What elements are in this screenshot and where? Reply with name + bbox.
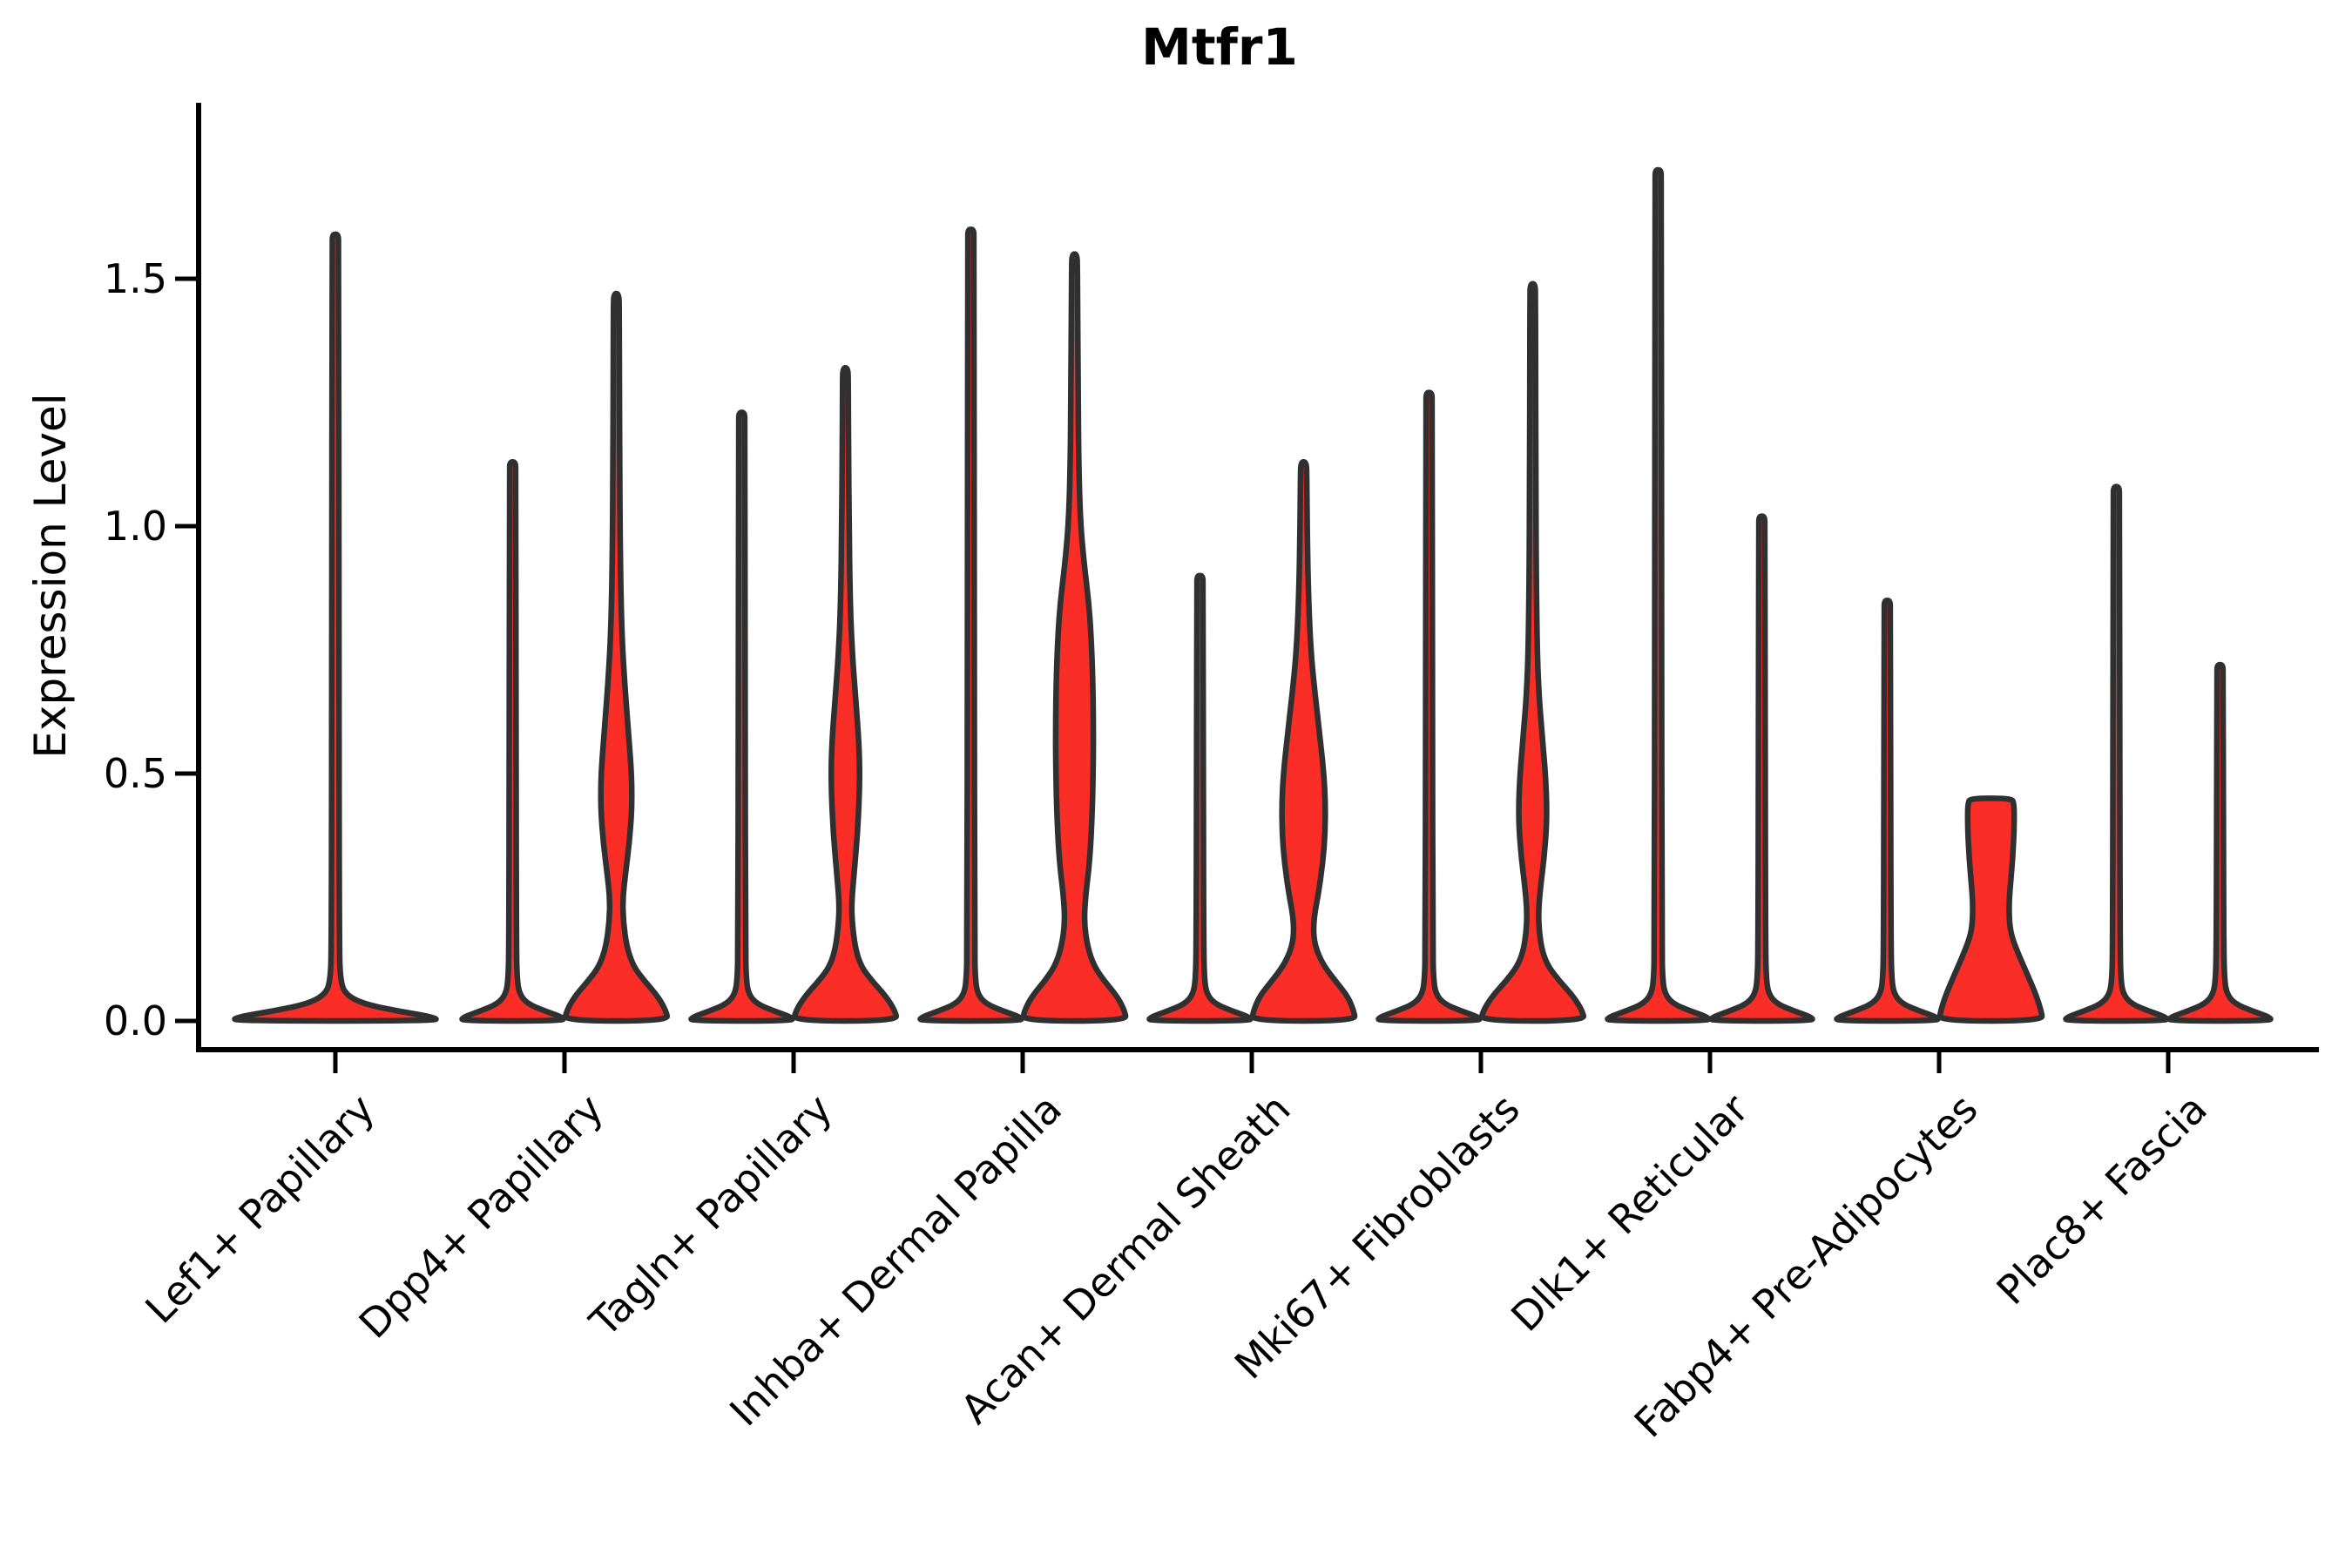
violin-Inhba-left [917,226,1024,1024]
violin-Acan-left [1146,572,1254,1024]
violin-Plac8-right [2166,661,2274,1024]
violin-Plac8-left [2063,483,2170,1024]
violin-Acan-right [1249,458,1358,1024]
violin-Lef1-center [232,231,439,1024]
violin-Tagln-left [688,409,795,1024]
y-tick-label-0: 0.0 [103,997,167,1044]
violin-Inhba-right [1020,251,1129,1024]
violin-Mki67-left [1375,389,1483,1024]
y-tick-label-0.5: 0.5 [103,750,167,797]
violin-Dlk1-left [1605,166,1712,1024]
violin-Tagln-right [791,364,900,1024]
violin-Fabp4-right [1936,795,2045,1024]
chart-title: Mtfr1 [1141,17,1298,77]
violin-Dpp4-left [459,458,566,1024]
y-tick-label-1.0: 1.0 [103,503,167,550]
violin-Mki67-right [1478,280,1587,1024]
violin-Dlk1-right [1708,513,1815,1024]
y-tick-label-1.5: 1.5 [103,255,167,302]
violin-Fabp4-left [1834,597,1941,1024]
violin-Dpp4-right [562,290,671,1024]
